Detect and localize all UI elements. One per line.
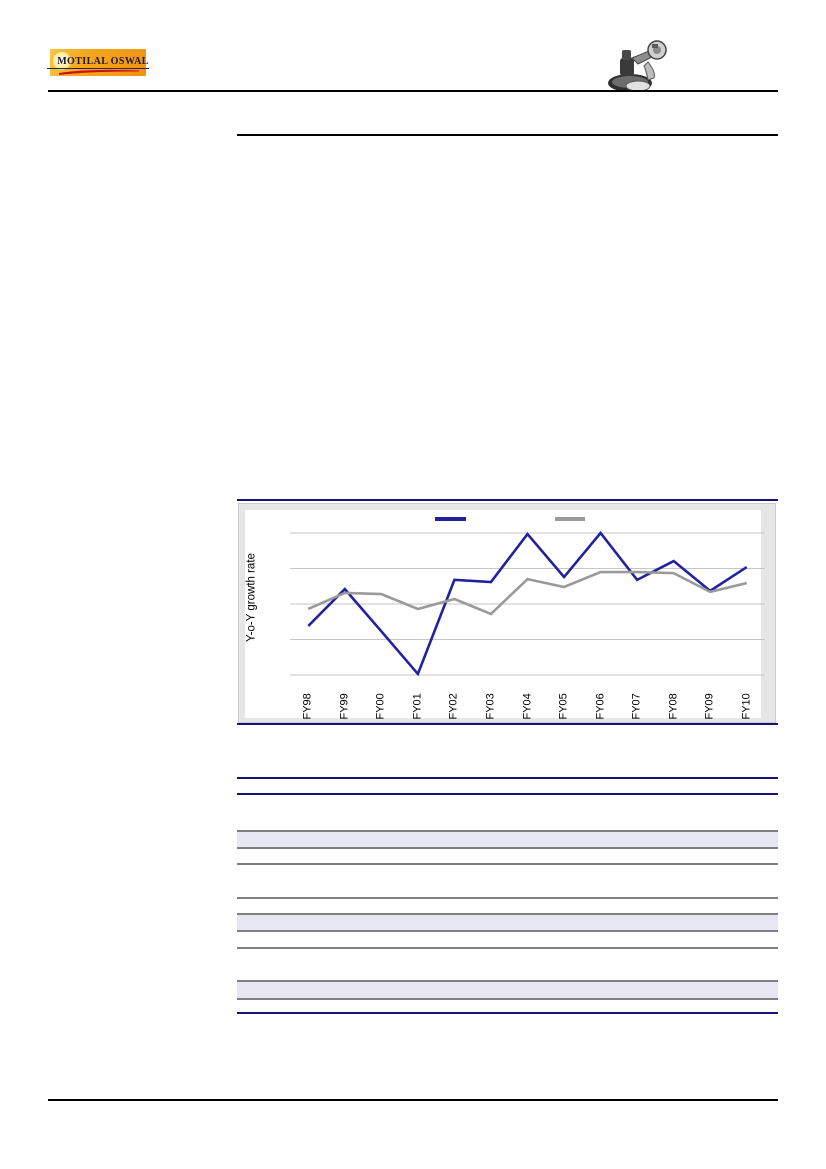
navy-series (307, 530, 748, 677)
footer-divider (48, 1099, 778, 1101)
legend-line-navy (435, 517, 466, 521)
table-shaded-row (237, 913, 778, 930)
x-tick-label: FY09 (703, 693, 716, 720)
y-axis-label: Y-o-Y growth rate (245, 553, 258, 642)
motilal-oswal-logo: MOTILAL OSWAL (47, 49, 149, 76)
x-tick-label: FY10 (740, 693, 753, 720)
x-tick-label: FY05 (557, 693, 570, 720)
chart-panel (238, 503, 776, 723)
table-rule (237, 947, 778, 949)
table-rule (237, 897, 778, 899)
chart-top-border (237, 499, 778, 501)
table-rule (237, 930, 778, 932)
growth-rate-line-chart (290, 530, 765, 677)
x-tick-label: FY99 (338, 693, 351, 720)
table-rule (237, 998, 778, 1000)
table-shaded-row (237, 980, 778, 998)
gray-series (307, 570, 748, 616)
section-divider (237, 134, 778, 136)
construction-equipment-icon (608, 40, 667, 92)
chart-bottom-border (237, 723, 778, 725)
x-tick-label: FY04 (521, 693, 533, 720)
chart-canvas (245, 510, 761, 718)
logo-text: MOTILAL OSWAL (47, 56, 149, 69)
legend-line-gray (555, 517, 585, 521)
x-tick-label: FY98 (301, 693, 314, 720)
x-tick-label: FY01 (411, 693, 424, 720)
table-rule (237, 1012, 778, 1014)
x-tick-label: FY06 (594, 693, 607, 720)
table-rule (237, 980, 778, 982)
table-rule (237, 793, 778, 795)
table-rule (237, 847, 778, 849)
x-tick-label: FY07 (630, 693, 643, 720)
logo-swoosh (59, 69, 139, 75)
x-tick-label: FY00 (374, 693, 387, 720)
table-rule (237, 913, 778, 915)
x-tick-label: FY03 (484, 693, 497, 720)
table-shaded-row (237, 830, 778, 847)
table-rule (237, 830, 778, 832)
table-rule (237, 777, 778, 779)
x-tick-label: FY02 (447, 693, 460, 720)
x-tick-label: FY08 (667, 693, 680, 720)
header-divider (48, 90, 778, 92)
table-rule (237, 863, 778, 865)
sun-icon (53, 52, 71, 70)
